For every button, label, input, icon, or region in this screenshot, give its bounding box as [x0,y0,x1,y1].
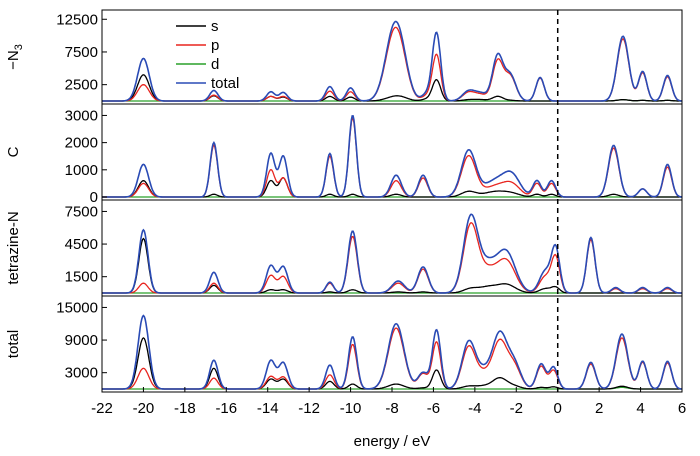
x-tick-label: 0 [554,400,562,417]
x-tick-label: -14 [257,400,279,417]
y-tick-label: 9000 [65,332,98,349]
x-tick-label: -2 [510,400,523,417]
panel-label: C [5,146,22,157]
y-tick-label: 1500 [65,269,98,286]
series-p-line [102,327,682,390]
panel-2: 0 1000 2000 3000 C [5,103,683,206]
panel-frame [101,199,683,297]
panel-label: −N3 [5,44,25,70]
y-tick-label: 2000 [65,135,98,152]
y-tick-label: 3000 [65,107,98,124]
y-tick-label: 2500 [65,77,98,94]
series-s-line [102,337,682,390]
x-tick-label: 2 [595,400,603,417]
series-total-line [102,314,682,390]
x-axis-title: energy / eV [354,433,431,450]
y-tick-label: 3000 [65,365,98,382]
series-s-line [102,74,682,102]
panel-frame [101,9,683,105]
x-tick-label: 4 [636,400,644,417]
panel-label: tetrazine-N [5,211,22,284]
y-tick-label: 1000 [65,162,98,179]
x-tick-label: -4 [468,400,481,417]
legend-p-label: p [211,37,219,54]
x-tick-label: -22 [91,400,113,417]
x-tick-label: -10 [340,400,362,417]
legend-d-label: d [211,56,219,73]
panel-label: total [5,330,22,358]
panel-3: 1500 4500 7500 tetrazine-N [5,199,683,297]
x-tick-label: -8 [385,400,398,417]
legend-total-label: total [211,75,239,92]
legend: spd total [176,18,239,92]
x-tick-label: -20 [133,400,155,417]
panel-4: 3000 9000 15000 total [5,295,683,393]
series-total-line [102,20,682,102]
panel-1: 2500 7500 12500 −N3 [5,9,683,105]
y-tick-label: 7500 [65,44,98,61]
panel-frame [101,295,683,393]
x-tick-label: -16 [215,400,237,417]
series-p-line [102,117,682,198]
series-total-line [102,115,682,198]
series-total-line [102,213,682,294]
x-tick-label: -18 [174,400,196,417]
x-tick-label: 6 [678,400,686,417]
x-tick-label: -6 [427,400,440,417]
y-tick-label: 0 [90,189,98,206]
legend-s-label: s [211,18,219,35]
x-tick-label: -12 [298,400,320,417]
y-tick-label: 7500 [65,203,98,220]
y-tick-label: 4500 [65,236,98,253]
y-tick-label: 15000 [56,299,98,316]
y-tick-label: 12500 [56,11,98,28]
